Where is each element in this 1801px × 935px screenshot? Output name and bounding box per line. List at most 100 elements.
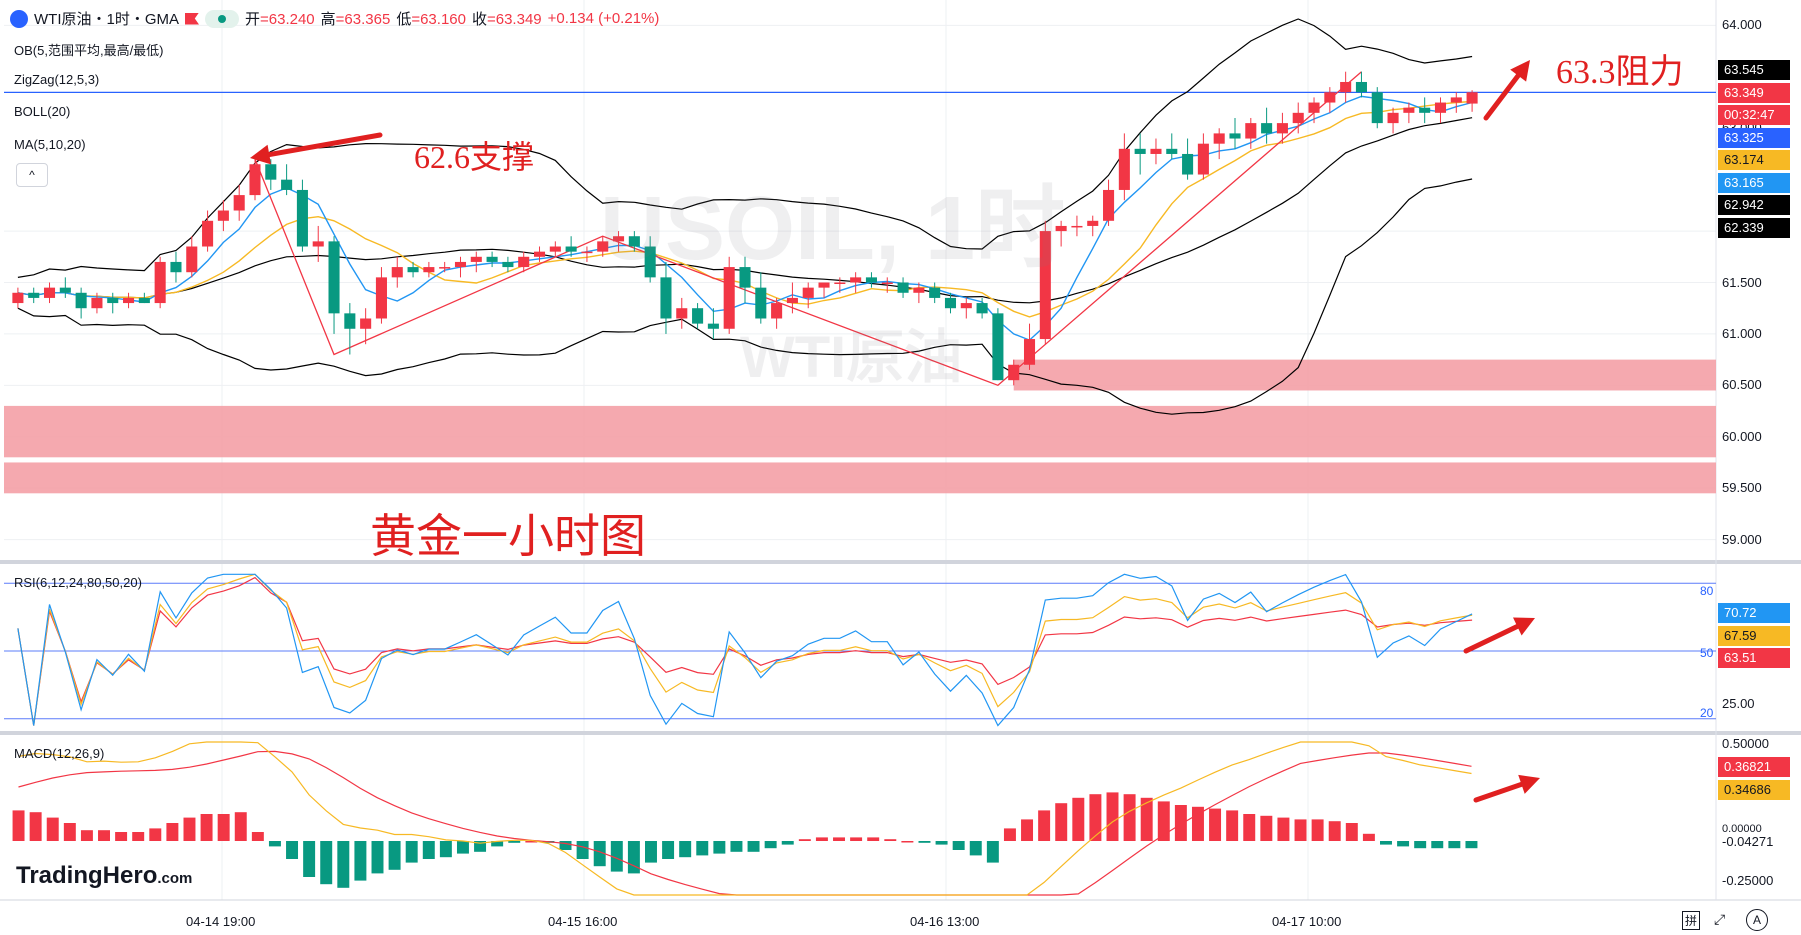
candle bbox=[281, 164, 293, 196]
candle bbox=[1229, 117, 1241, 149]
candle-body bbox=[1039, 231, 1051, 340]
macd-histogram-bar bbox=[200, 814, 213, 841]
candle-body bbox=[107, 297, 119, 304]
indicator-ob[interactable]: OB(5,范围平均,最高/最低) bbox=[14, 43, 164, 58]
candle bbox=[296, 179, 308, 252]
candle bbox=[897, 277, 909, 298]
macd-histogram-bar bbox=[1191, 806, 1204, 841]
fullscreen-icon[interactable]: ⤢ bbox=[1714, 911, 1726, 927]
candle bbox=[249, 159, 261, 201]
arrow-shaft bbox=[1473, 780, 1530, 803]
macd-histogram-bar bbox=[456, 841, 469, 854]
candle-body bbox=[1229, 133, 1241, 139]
ma5-line bbox=[17, 95, 1473, 341]
candle bbox=[486, 251, 498, 268]
macd-histogram-bar bbox=[969, 841, 982, 856]
candle-body bbox=[1371, 92, 1383, 124]
candle bbox=[976, 297, 988, 319]
indicator-macd[interactable]: MACD(12,26,9) bbox=[14, 746, 105, 761]
macd-histogram-bar bbox=[952, 841, 965, 850]
price-tag: 62.942 bbox=[1718, 195, 1790, 215]
candle bbox=[1403, 102, 1415, 124]
candle-body bbox=[1087, 220, 1099, 226]
candle bbox=[375, 267, 387, 324]
market-status-icon[interactable] bbox=[205, 9, 239, 28]
candle bbox=[170, 251, 182, 283]
candle bbox=[1166, 133, 1178, 160]
auto-scale-icon[interactable]: A bbox=[1746, 909, 1768, 931]
candle-body bbox=[1150, 148, 1162, 154]
candle bbox=[613, 231, 625, 252]
symbol-logo-icon bbox=[10, 9, 28, 28]
candle bbox=[454, 256, 467, 278]
candle bbox=[755, 272, 767, 324]
candle-body bbox=[802, 287, 814, 298]
flag-icon[interactable] bbox=[185, 12, 199, 25]
macd-histogram-bar bbox=[645, 841, 657, 863]
macd-histogram-bar bbox=[166, 823, 179, 841]
candle-body bbox=[439, 267, 451, 269]
indicator-ma[interactable]: MA(5,10,20) bbox=[14, 137, 86, 152]
candle-body bbox=[1182, 153, 1194, 175]
macd-histogram-bar bbox=[1209, 808, 1222, 841]
macd-histogram-bar bbox=[1157, 801, 1170, 841]
candle-body bbox=[1276, 123, 1288, 134]
candle-body bbox=[1023, 339, 1036, 365]
rsi-value-tag: 67.59 bbox=[1718, 625, 1790, 646]
candle-body bbox=[233, 195, 245, 211]
candle-body bbox=[423, 267, 435, 273]
time-tick: 04-17 10:00 bbox=[1272, 914, 1342, 929]
candle bbox=[1213, 128, 1225, 160]
candle-body bbox=[1071, 225, 1083, 228]
candle bbox=[802, 282, 814, 309]
macd-histogram-bar bbox=[1089, 794, 1102, 841]
candle bbox=[850, 272, 862, 293]
candle-body bbox=[1324, 92, 1336, 103]
arrow-head bbox=[1518, 774, 1540, 794]
candle-body bbox=[565, 246, 577, 252]
macd-histogram-bar bbox=[850, 837, 863, 841]
macd-histogram-bar bbox=[371, 841, 384, 874]
macd-histogram-bar bbox=[901, 841, 914, 843]
candle bbox=[217, 200, 229, 232]
macd-histogram-bar bbox=[1038, 810, 1051, 841]
candle-body bbox=[644, 246, 656, 278]
indicator-zigzag[interactable]: ZigZag(12,5,3) bbox=[14, 72, 100, 87]
candle bbox=[518, 251, 530, 273]
macd-histogram-bar bbox=[1465, 841, 1478, 849]
candle-body bbox=[850, 277, 862, 283]
macd-histogram-bar bbox=[12, 810, 25, 841]
macd-histogram-bar bbox=[679, 841, 692, 858]
macd-histogram-bar bbox=[1106, 792, 1119, 841]
price-tag: 62.339 bbox=[1718, 217, 1790, 238]
candle bbox=[1197, 133, 1209, 180]
candle bbox=[202, 210, 214, 252]
symbol-watermark: USOIL, 1时 bbox=[600, 179, 1066, 279]
candle-body bbox=[1134, 148, 1146, 154]
candle bbox=[1371, 87, 1383, 129]
candle bbox=[470, 251, 482, 273]
candle bbox=[929, 282, 941, 304]
candle bbox=[1039, 220, 1051, 345]
candle-body bbox=[865, 277, 877, 283]
macd-histogram-bar bbox=[781, 841, 794, 845]
macd-histogram-bar bbox=[662, 841, 675, 859]
candle-body bbox=[154, 261, 166, 304]
time-tick: 04-16 13:00 bbox=[910, 914, 980, 929]
candle-body bbox=[59, 287, 71, 293]
indicator-rsi[interactable]: RSI(6,12,24,80,50,20) bbox=[14, 575, 142, 590]
arrow-shaft bbox=[1483, 68, 1525, 121]
candle-body bbox=[1340, 81, 1352, 93]
rsi-upper-level: 80 bbox=[1700, 584, 1714, 598]
candle bbox=[91, 292, 103, 314]
candlesticks bbox=[12, 71, 1478, 386]
collapse-indicators-button[interactable]: ^ bbox=[16, 163, 48, 187]
macd-arrow-icon bbox=[1473, 774, 1540, 803]
indicator-boll[interactable]: BOLL(20) bbox=[14, 104, 71, 119]
candle-body bbox=[913, 287, 925, 293]
candle-body bbox=[1419, 107, 1431, 113]
ohlc-open: 开=63.240 bbox=[245, 11, 315, 28]
layout-icon[interactable]: 拼 bbox=[1682, 911, 1701, 930]
symbol-title[interactable]: WTI原油・1时・GMA bbox=[34, 11, 179, 28]
